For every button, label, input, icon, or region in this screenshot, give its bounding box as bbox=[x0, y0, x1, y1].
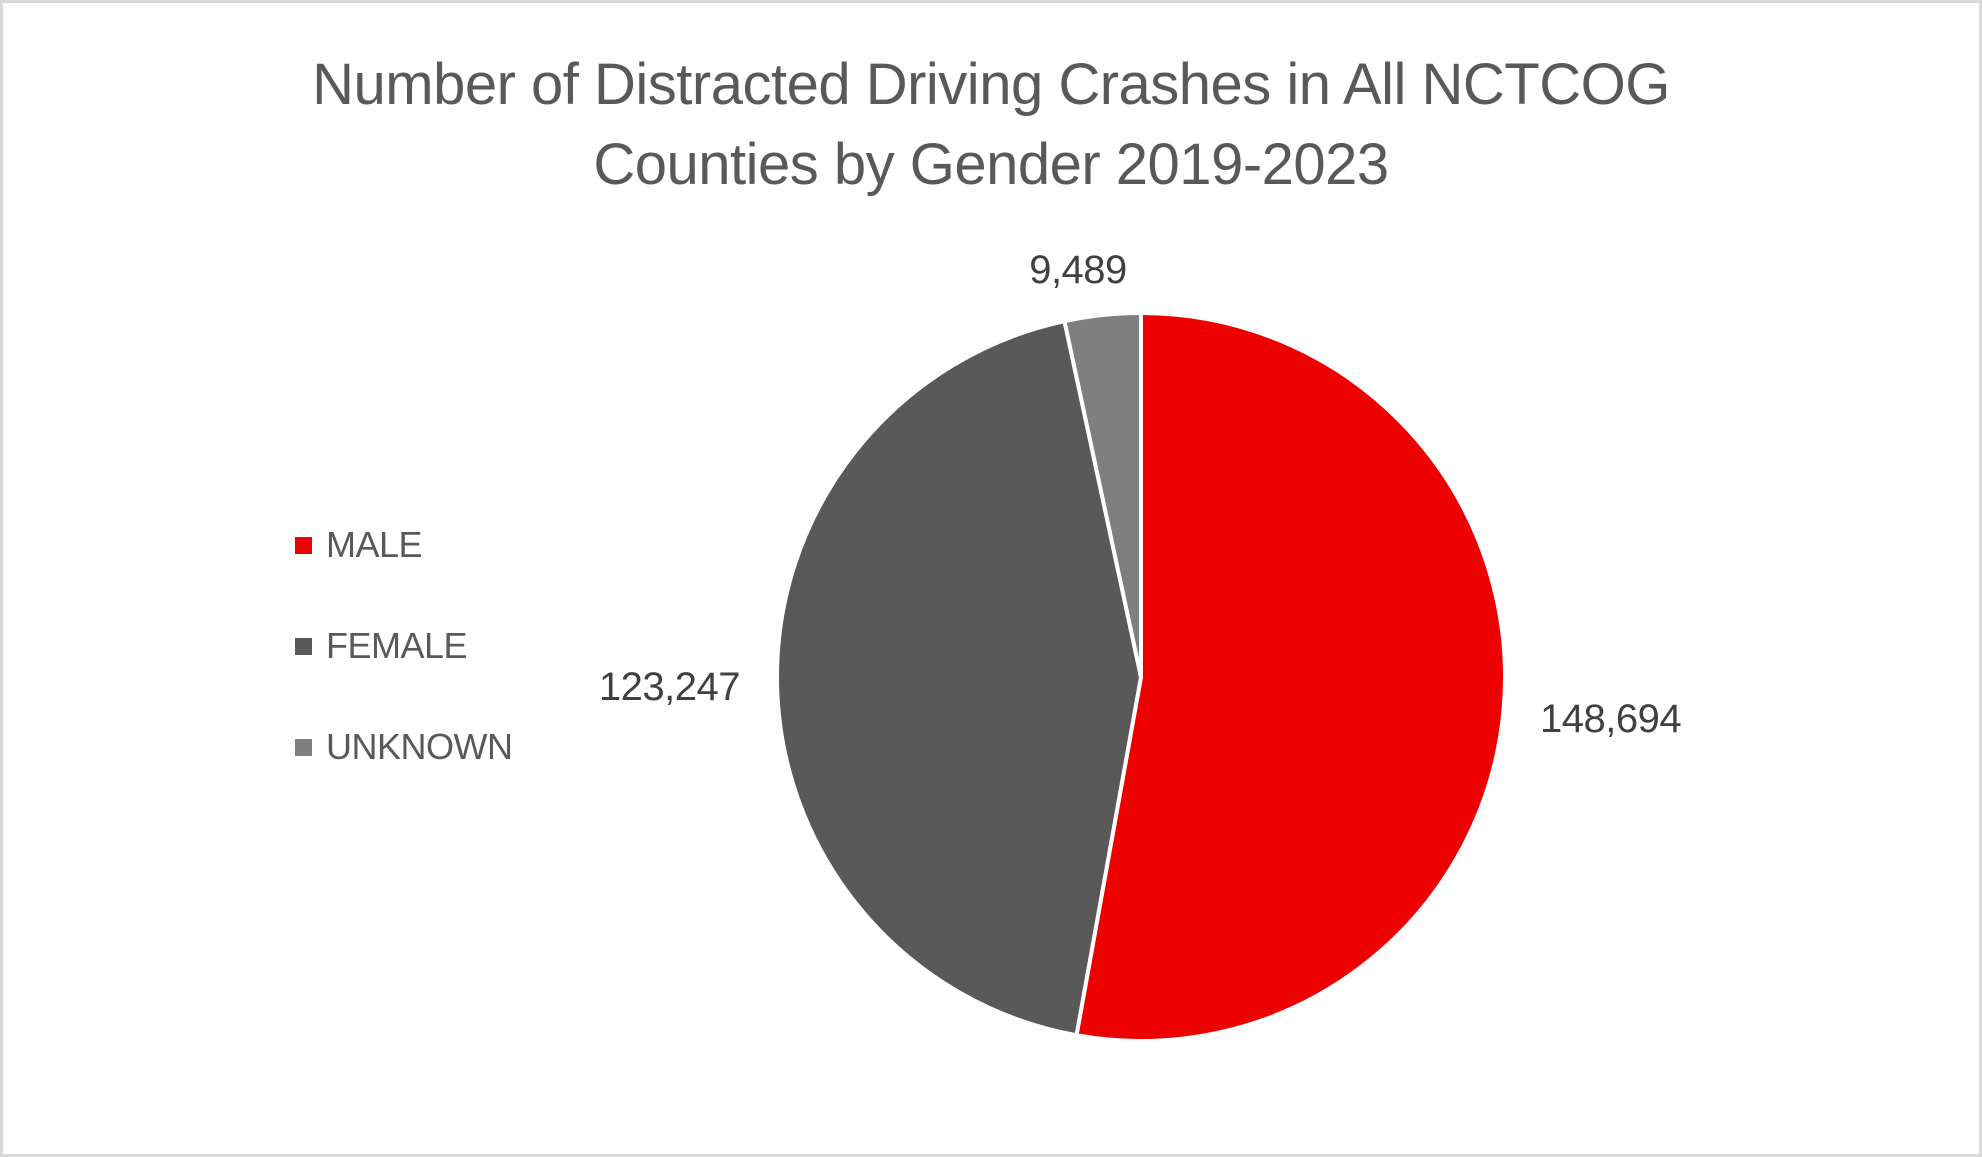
legend-item-unknown: UNKNOWN bbox=[295, 726, 513, 768]
pie-slice-male bbox=[1074, 311, 1507, 1043]
pie-slice-female bbox=[775, 319, 1143, 1038]
data-label-unknown: 9,489 bbox=[1029, 248, 1127, 292]
legend-swatch-male-icon bbox=[295, 536, 312, 554]
legend-item-male: MALE bbox=[295, 524, 423, 566]
data-label-female: 123,247 bbox=[598, 665, 741, 709]
legend-swatch-female-icon bbox=[295, 637, 312, 655]
data-label-male: 148,694 bbox=[1540, 697, 1682, 741]
pie-chart bbox=[775, 311, 1507, 1043]
pie-slice-unknown bbox=[1062, 311, 1143, 679]
legend-swatch-unknown-icon bbox=[295, 738, 312, 756]
chart-title-line-2: Counties by Gender 2019-2023 bbox=[593, 132, 1389, 197]
chart-title: Number of Distracted Driving Crashes in … bbox=[3, 45, 1979, 205]
chart-title-line-1: Number of Distracted Driving Crashes in … bbox=[312, 52, 1670, 117]
legend-label-female: FEMALE bbox=[326, 625, 468, 666]
legend-item-female: FEMALE bbox=[295, 625, 468, 667]
legend-label-unknown: UNKNOWN bbox=[326, 726, 513, 767]
legend-label-male: MALE bbox=[326, 524, 423, 565]
